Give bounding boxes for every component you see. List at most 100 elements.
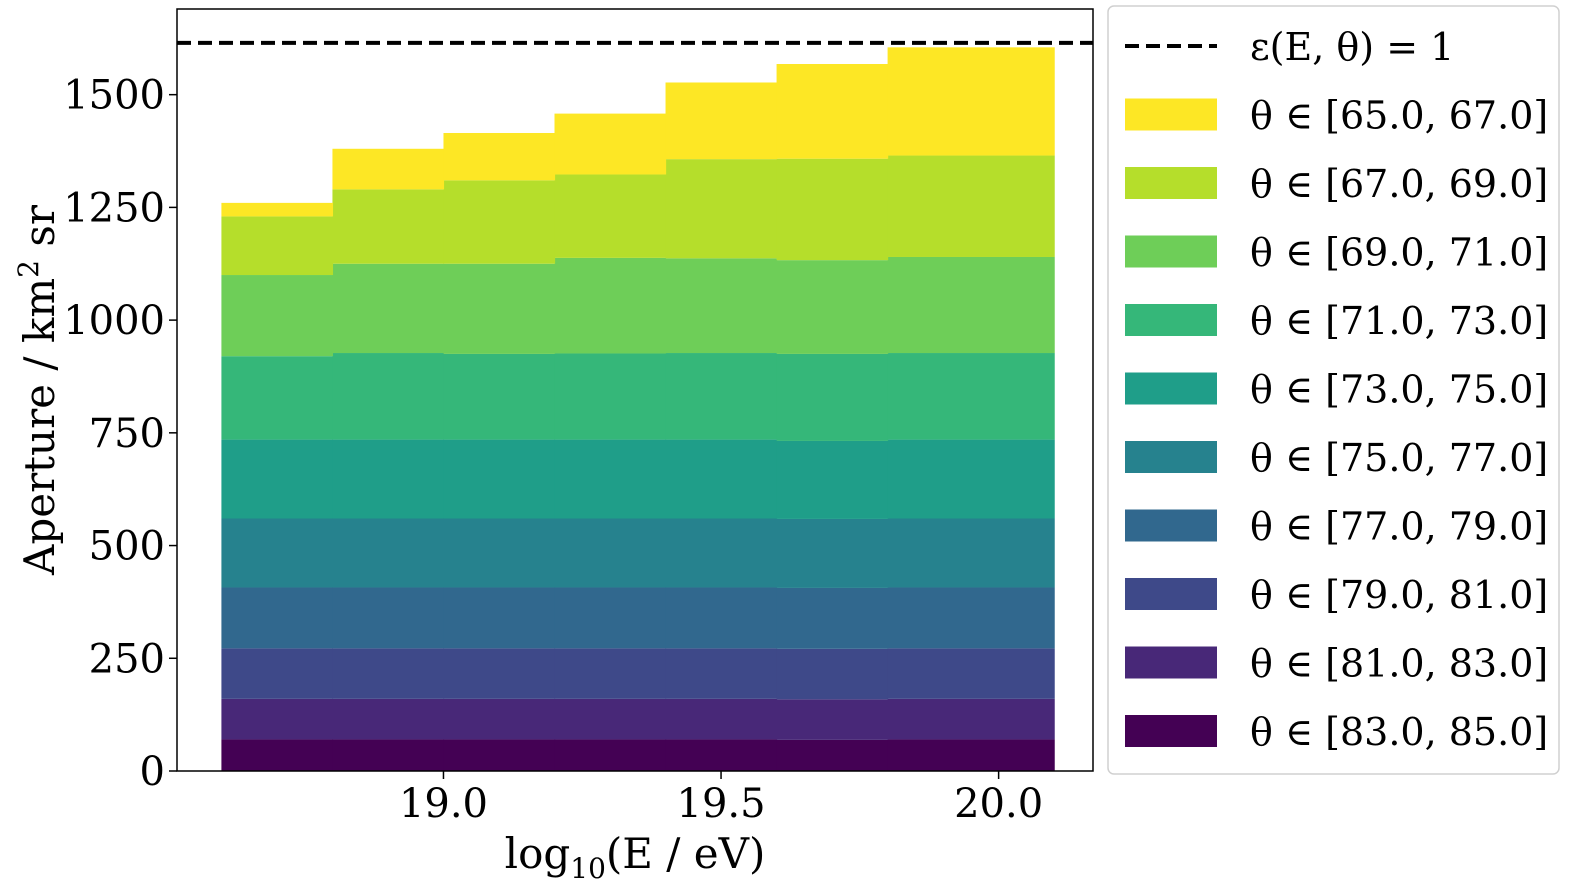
bar-segment bbox=[554, 518, 667, 588]
bar-segment bbox=[665, 587, 778, 649]
y-tick-label: 1500 bbox=[63, 73, 165, 119]
x-axis-ticks: 19.0 19.5 20.0 bbox=[399, 771, 1043, 827]
bar-segment bbox=[887, 155, 1055, 257]
y-tick-label: 250 bbox=[89, 636, 165, 682]
bar-segment bbox=[887, 439, 1055, 519]
bar-segment bbox=[554, 257, 667, 354]
bar-segment bbox=[665, 698, 778, 740]
bar-segment bbox=[443, 439, 556, 519]
bar-segment bbox=[776, 587, 889, 649]
legend-swatch bbox=[1125, 167, 1217, 199]
bar-segment bbox=[332, 739, 445, 771]
bar-segment bbox=[332, 263, 445, 354]
bar-segment bbox=[443, 648, 556, 699]
x-tick-label: 20.0 bbox=[954, 781, 1043, 827]
bar-segment bbox=[887, 518, 1055, 588]
legend-label: θ ∈ [83.0, 85.0] bbox=[1250, 710, 1548, 754]
x-axis-label-rest: (E / eV) bbox=[606, 829, 765, 878]
bar-segment bbox=[332, 189, 445, 264]
x-axis-label: log10(E / eV) bbox=[505, 829, 766, 885]
bar-segment bbox=[221, 216, 334, 276]
bar-segment bbox=[332, 587, 445, 649]
legend-swatch bbox=[1125, 98, 1217, 131]
legend-swatch bbox=[1125, 646, 1217, 679]
bar-segment bbox=[776, 158, 889, 261]
bar-segment bbox=[443, 587, 556, 649]
legend-label: θ ∈ [71.0, 73.0] bbox=[1250, 299, 1548, 343]
bar-segment bbox=[221, 275, 334, 357]
legend-swatch bbox=[1125, 441, 1217, 473]
legend-swatch bbox=[1125, 715, 1217, 747]
bar-segment bbox=[665, 518, 778, 588]
bar-segment bbox=[554, 739, 667, 771]
bar-segment bbox=[887, 587, 1055, 649]
bar-segment bbox=[332, 353, 445, 440]
bar-segment bbox=[443, 518, 556, 588]
bar-segment bbox=[332, 518, 445, 588]
bar-segment bbox=[887, 256, 1055, 354]
plot-frame bbox=[176, 8, 1094, 772]
y-tick-label: 0 bbox=[140, 749, 165, 795]
bar-segment bbox=[554, 698, 667, 740]
bar-segment bbox=[776, 353, 889, 441]
bar-segment bbox=[221, 439, 334, 519]
legend-label: θ ∈ [75.0, 77.0] bbox=[1250, 436, 1548, 480]
bar-segment bbox=[221, 356, 334, 440]
legend-swatch bbox=[1125, 235, 1217, 268]
y-tick-label: 500 bbox=[89, 524, 165, 570]
bar-segment bbox=[443, 698, 556, 740]
legend-label: θ ∈ [73.0, 75.0] bbox=[1250, 368, 1548, 412]
y-axis-label-superscript: 2 bbox=[12, 260, 45, 278]
legend-label: θ ∈ [69.0, 71.0] bbox=[1250, 231, 1548, 275]
legend-swatch bbox=[1125, 509, 1217, 542]
bar-segment bbox=[665, 258, 778, 354]
y-axis-label: Aperture / km2 sr bbox=[12, 204, 64, 576]
y-tick-label: 1000 bbox=[63, 298, 165, 344]
y-tick-label: 1250 bbox=[63, 185, 165, 231]
bar-segment bbox=[776, 648, 889, 700]
bar-segment bbox=[554, 113, 667, 175]
bar-segment bbox=[332, 698, 445, 740]
bar-segment bbox=[221, 739, 334, 771]
bar-segment bbox=[665, 353, 778, 440]
bar-segment bbox=[554, 587, 667, 649]
bar-segment bbox=[776, 64, 889, 159]
bar-segment bbox=[665, 159, 778, 259]
bar-segment bbox=[887, 698, 1055, 740]
legend-items: ε(E, θ) = 1 θ ∈ [65.0, 67.0] θ ∈ [67.0, 69… bbox=[1125, 25, 1548, 754]
bar-segment bbox=[665, 648, 778, 699]
legend-label: θ ∈ [65.0, 67.0] bbox=[1250, 94, 1548, 138]
legend: ε(E, θ) = 1 θ ∈ [65.0, 67.0] θ ∈ [67.0, 69… bbox=[1107, 5, 1560, 775]
bar-segment bbox=[443, 353, 556, 440]
bar-segment bbox=[221, 698, 334, 740]
bar-segment bbox=[332, 648, 445, 699]
y-axis-ticks: 0 250 500 750 1000 1250 1500 bbox=[63, 73, 177, 795]
bar-segment bbox=[887, 739, 1055, 771]
legend-label: ε(E, θ) = 1 bbox=[1250, 25, 1454, 69]
bar-segment bbox=[887, 47, 1055, 156]
bar-segment bbox=[332, 439, 445, 519]
bar-segment bbox=[221, 202, 334, 217]
bar-segment bbox=[554, 439, 667, 519]
y-tick-label: 750 bbox=[89, 411, 165, 457]
y-axis-label-main: Aperture / km bbox=[15, 278, 64, 576]
bar-segment bbox=[554, 353, 667, 440]
bar-segment bbox=[443, 739, 556, 771]
bar-segment bbox=[443, 263, 556, 354]
bar-segment bbox=[554, 648, 667, 699]
bar-segment bbox=[665, 82, 778, 160]
legend-label: θ ∈ [77.0, 79.0] bbox=[1250, 505, 1548, 549]
x-tick-label: 19.0 bbox=[399, 781, 488, 827]
bar-segment bbox=[776, 440, 889, 519]
bar-segment bbox=[221, 648, 334, 699]
bar-segment bbox=[776, 260, 889, 354]
bar-segment bbox=[332, 148, 445, 190]
bar-segment bbox=[221, 587, 334, 649]
bar-segment bbox=[887, 648, 1055, 699]
bar-segment bbox=[665, 439, 778, 519]
legend-label: θ ∈ [67.0, 69.0] bbox=[1250, 162, 1548, 206]
legend-label: θ ∈ [81.0, 83.0] bbox=[1250, 642, 1548, 686]
y-axis-label-unit: sr bbox=[15, 204, 64, 260]
legend-frame bbox=[1107, 5, 1560, 775]
